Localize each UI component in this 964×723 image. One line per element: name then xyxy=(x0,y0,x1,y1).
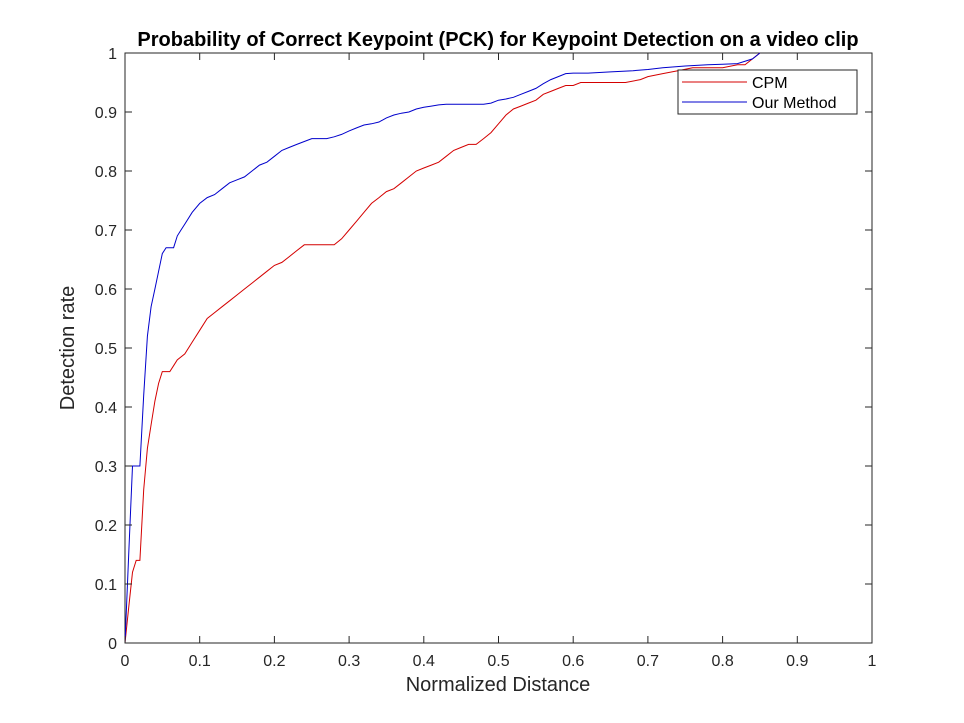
legend: CPM Our Method xyxy=(677,69,858,115)
y-tick-label: 0.2 xyxy=(95,518,117,535)
x-tick-label: 0.9 xyxy=(786,653,808,670)
x-axis-ticks: 0 0.1 0.2 0.3 0.4 0.5 0.6 0.7 0.8 0.9 1 xyxy=(121,53,877,670)
legend-label-cpm: CPM xyxy=(752,75,788,92)
x-tick-label: 0.3 xyxy=(338,653,360,670)
x-tick-label: 0.1 xyxy=(189,653,211,670)
x-tick-label: 0.7 xyxy=(637,653,659,670)
legend-label-our-method: Our Method xyxy=(752,95,836,112)
x-tick-label: 0 xyxy=(121,653,130,670)
y-tick-label: 0.6 xyxy=(95,282,117,299)
y-tick-label: 0.4 xyxy=(95,400,117,417)
y-tick-label: 0.1 xyxy=(95,577,117,594)
y-tick-label: 0.8 xyxy=(95,164,117,181)
plot-area xyxy=(124,52,873,644)
x-tick-label: 0.6 xyxy=(562,653,584,670)
y-axis-ticks: 0 0.1 0.2 0.3 0.4 0.5 0.6 0.7 0.8 0.9 1 xyxy=(95,46,872,653)
y-tick-label: 0.9 xyxy=(95,105,117,122)
series-line-our-method xyxy=(124,52,761,644)
y-tick-label: 0.5 xyxy=(95,341,117,358)
y-tick-label: 0.3 xyxy=(95,459,117,476)
x-tick-label: 0.5 xyxy=(487,653,509,670)
series-line-cpm xyxy=(124,52,761,644)
x-tick-label: 0.2 xyxy=(263,653,285,670)
legend-box xyxy=(677,69,858,115)
y-axis-label: Detection rate xyxy=(57,286,79,411)
chart-title: Probability of Correct Keypoint (PCK) fo… xyxy=(137,29,858,51)
y-tick-label: 0.7 xyxy=(95,223,117,240)
x-tick-label: 0.8 xyxy=(711,653,733,670)
x-axis-label: Normalized Distance xyxy=(406,674,591,696)
series-layer xyxy=(124,52,761,644)
y-tick-label: 0 xyxy=(108,636,117,653)
x-tick-label: 1 xyxy=(868,653,877,670)
x-tick-label: 0.4 xyxy=(413,653,435,670)
y-tick-label: 1 xyxy=(108,46,117,63)
